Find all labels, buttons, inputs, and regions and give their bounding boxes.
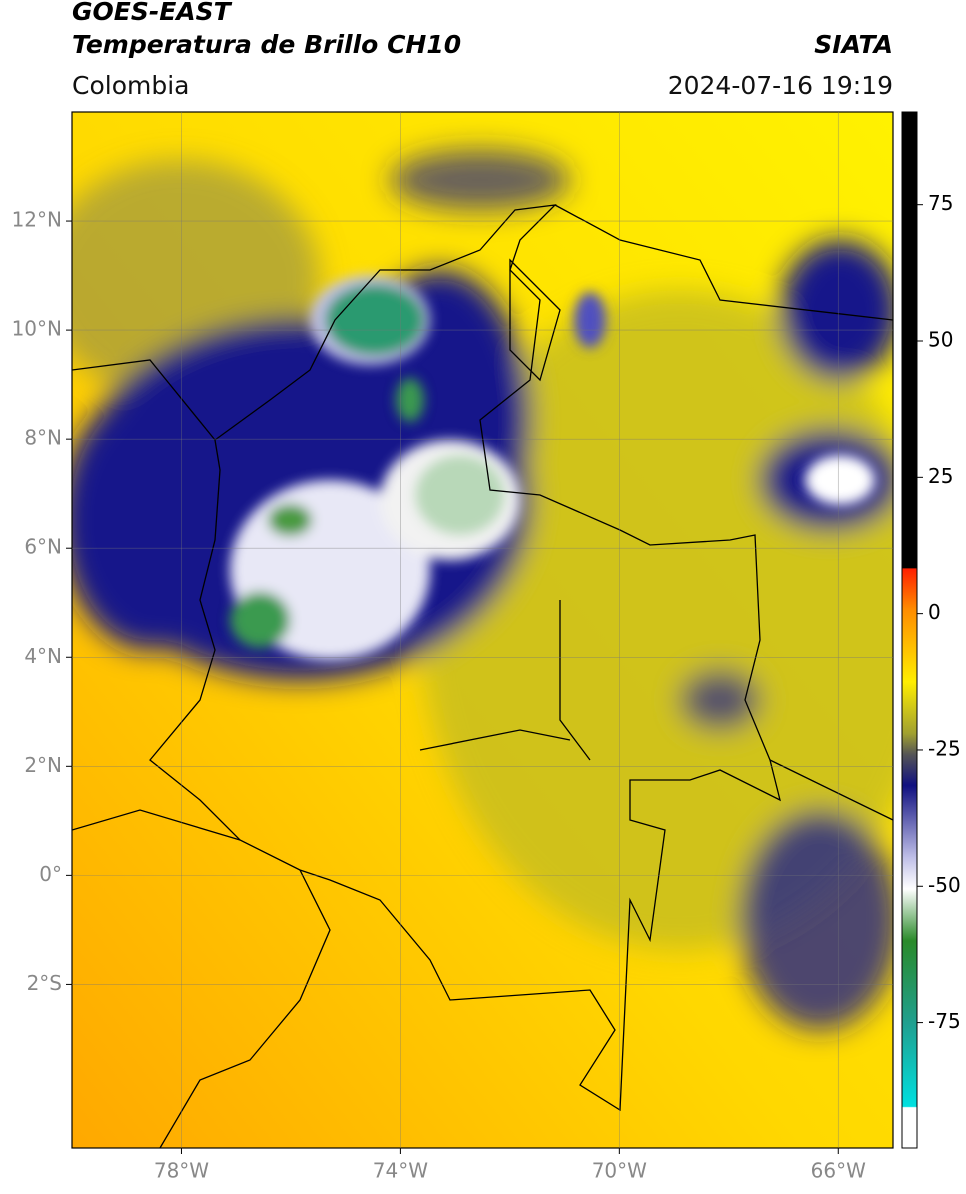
title: GOES-EAST xyxy=(72,0,233,26)
y-tick-label: 2°N xyxy=(24,753,62,777)
x-tick-label: 66°W xyxy=(811,1159,866,1183)
region: Colombia xyxy=(72,71,189,100)
colorbar-label: -75 xyxy=(928,1009,961,1033)
y-tick-label: 6°N xyxy=(24,535,62,559)
colorbar-label: -25 xyxy=(928,736,961,760)
datetime: 2024-07-16 19:19 xyxy=(668,71,893,100)
y-tick-label: 0° xyxy=(39,862,62,886)
y-tick-label: 12°N xyxy=(12,208,62,232)
x-tick-label: 74°W xyxy=(373,1159,428,1183)
colorbar-label: 25 xyxy=(928,464,953,488)
subtitle: Temperatura de Brillo CH10 xyxy=(72,30,461,59)
colorbar-label: 75 xyxy=(928,191,953,215)
imagery xyxy=(72,112,893,1148)
colorbar-label: 50 xyxy=(928,328,953,352)
colorbar-label: 0 xyxy=(928,600,941,624)
map-frame xyxy=(71,111,894,1149)
x-tick-label: 70°W xyxy=(592,1159,647,1183)
y-tick-label: 4°N xyxy=(24,644,62,668)
y-tick-label: 2°S xyxy=(27,971,62,995)
colorbar-label: -50 xyxy=(928,873,961,897)
source: SIATA xyxy=(814,30,893,59)
y-tick-label: 10°N xyxy=(12,317,62,341)
x-tick-label: 78°W xyxy=(154,1159,209,1183)
y-tick-label: 8°N xyxy=(24,426,62,450)
colorbar xyxy=(901,111,918,1149)
